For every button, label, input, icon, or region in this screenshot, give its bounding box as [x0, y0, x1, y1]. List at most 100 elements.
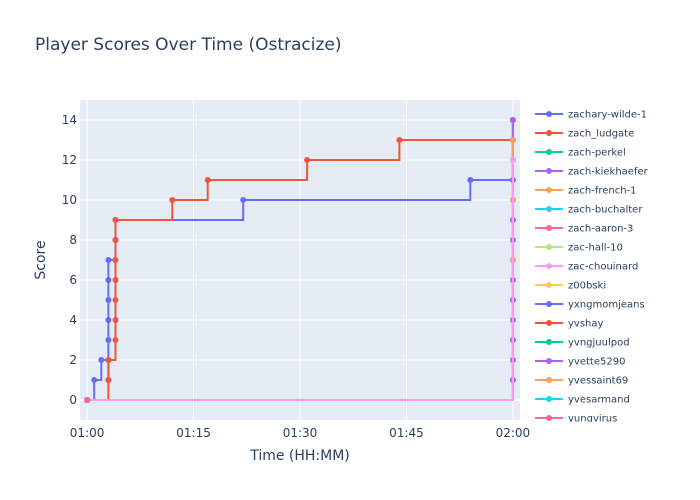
legend-marker: [546, 168, 552, 174]
legend-item[interactable]: yvesarmand: [535, 395, 630, 406]
data-point: [112, 237, 119, 243]
legend-marker: [546, 111, 552, 117]
legend-label: zach-buchalter: [568, 205, 643, 216]
legend-item[interactable]: zach-aaron-3: [535, 224, 633, 235]
data-point: [84, 397, 91, 403]
legend-item[interactable]: zac-hall-10: [535, 243, 623, 254]
legend-label: zac-hall-10: [568, 243, 623, 254]
data-point: [105, 297, 112, 303]
y-tick-label: 6: [69, 273, 77, 287]
data-point: [204, 177, 211, 183]
data-point: [105, 277, 112, 283]
legend-marker: [546, 244, 552, 250]
legend-label: zach-aaron-3: [568, 224, 633, 235]
legend-item[interactable]: zach-kiekhaefer: [535, 167, 649, 178]
series-layer: [84, 117, 516, 403]
legend-marker: [546, 301, 552, 307]
legend-marker: [546, 206, 552, 212]
y-axis-title: Score: [33, 240, 49, 279]
series-line: [87, 120, 514, 401]
y-tick-label: 10: [62, 193, 77, 207]
data-point: [509, 117, 516, 123]
data-point: [169, 197, 176, 203]
series-line: [87, 160, 514, 401]
data-point: [509, 137, 516, 143]
tick-labels: 01:00 01:15 01:30 01:45 02:00 0 2 4 6 8 10 12 14: [62, 113, 530, 440]
legend-label: zac-chouinard: [568, 262, 638, 273]
data-point: [467, 177, 474, 183]
legend-marker: [546, 396, 552, 402]
legend-label: yvshay: [568, 319, 604, 330]
data-point: [105, 317, 112, 323]
data-point: [105, 337, 112, 343]
legend-marker: [546, 149, 552, 155]
data-point: [509, 157, 516, 163]
x-tick-label: 02:00: [496, 426, 531, 440]
y-tick-label: 12: [62, 153, 77, 167]
legend-label: yvette5290: [568, 357, 625, 368]
legend-item[interactable]: yxngmomjeans: [535, 300, 645, 311]
legend-item[interactable]: zach_ludgate: [535, 129, 634, 140]
legend-item[interactable]: zach-perkel: [535, 148, 626, 159]
x-tick-label: 01:30: [283, 426, 318, 440]
legend-label: yvessaint69: [568, 376, 628, 387]
legend-marker: [546, 130, 552, 136]
legend-label: zach-perkel: [568, 148, 626, 159]
legend-item[interactable]: zach-french-1: [535, 186, 637, 197]
data-point: [112, 217, 119, 223]
data-point: [105, 257, 112, 263]
legend-label: yungvirus: [568, 414, 617, 425]
data-point: [396, 137, 403, 143]
series-zach_ludgate: [84, 117, 516, 403]
data-point: [240, 197, 247, 203]
legend-label: z00bski: [568, 281, 606, 292]
legend-marker: [546, 225, 552, 231]
legend-marker: [546, 320, 552, 326]
data-point: [105, 377, 112, 383]
y-tick-label: 14: [62, 113, 77, 127]
legend-label: yvesarmand: [568, 395, 630, 406]
data-point: [91, 377, 98, 383]
data-point: [112, 317, 119, 323]
x-axis-title: Time (HH:MM): [249, 448, 350, 464]
legend-marker: [546, 377, 552, 383]
chart-title: Player Scores Over Time (Ostracize): [35, 35, 342, 55]
legend-item[interactable]: zac-chouinard: [535, 262, 638, 273]
legend-item[interactable]: yvessaint69: [535, 376, 628, 387]
legend-marker: [546, 358, 552, 364]
legend-marker: [546, 282, 552, 288]
x-tick-label: 01:45: [389, 426, 424, 440]
data-point: [105, 357, 112, 363]
data-point: [112, 257, 119, 263]
legend-label: yxngmomjeans: [568, 300, 645, 311]
legend-marker: [546, 339, 552, 345]
legend-item[interactable]: zach-buchalter: [535, 205, 643, 216]
data-point: [304, 157, 311, 163]
legend-label: zachary-wilde-1: [568, 110, 647, 121]
legend[interactable]: zachary-wilde-1 zach_ludgate zach-perkel za…: [535, 110, 649, 425]
x-tick-label: 01:00: [70, 426, 105, 440]
y-tick-label: 2: [69, 353, 77, 367]
y-tick-label: 4: [69, 313, 77, 327]
legend-marker: [546, 263, 552, 269]
x-tick-label: 01:15: [176, 426, 211, 440]
data-point: [112, 277, 119, 283]
legend-marker: [546, 415, 552, 421]
legend-item[interactable]: yungvirus: [535, 414, 617, 425]
legend-item[interactable]: zachary-wilde-1: [535, 110, 647, 121]
data-point: [98, 357, 105, 363]
legend-item[interactable]: z00bski: [535, 281, 606, 292]
series-line: [87, 120, 514, 401]
legend-label: yvngjuulpod: [568, 338, 630, 349]
legend-item[interactable]: yvshay: [535, 319, 604, 330]
data-point: [112, 337, 119, 343]
legend-item[interactable]: yvette5290: [535, 357, 625, 368]
legend-label: zach-french-1: [568, 186, 637, 197]
series-yungvirus: [84, 397, 91, 403]
data-point: [112, 297, 119, 303]
legend-item[interactable]: yvngjuulpod: [535, 338, 630, 349]
legend-label: zach-kiekhaefer: [568, 167, 649, 178]
y-tick-label: 0: [69, 393, 77, 407]
